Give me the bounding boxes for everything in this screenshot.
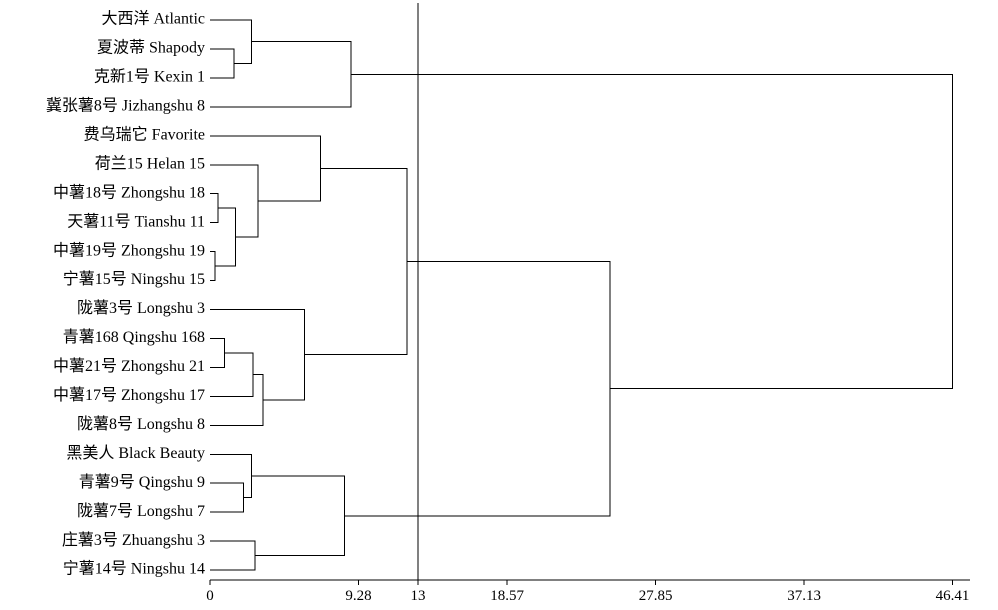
x-tick-label: 18.57: [490, 588, 524, 604]
leaf-label: 荷兰15 Helan 15: [95, 154, 205, 172]
merge-link: [251, 475, 345, 557]
leaf-label: 陇薯8号 Longshu 8: [77, 415, 205, 433]
x-axis: 0 9.28 13 18.57 27.85 37.13 46.41: [206, 579, 970, 604]
merge-link: [210, 19, 253, 64]
leaf-label: 黑美人 Black Beauty: [66, 444, 205, 462]
leaf-label: 中薯18号 Zhongshu 18: [53, 183, 205, 201]
merge-link: [210, 251, 216, 282]
merge-link: [210, 48, 235, 79]
merge-link: [210, 540, 256, 571]
leaf-label: 天薯11号 Tianshu 11: [67, 212, 205, 230]
leaf-label: 青薯168 Qingshu 168: [63, 328, 205, 346]
merge-link: [210, 337, 225, 368]
merge-link: [350, 73, 954, 390]
merge-link: [210, 135, 321, 202]
merge-link: [210, 41, 352, 108]
dendrogram-links: [210, 19, 954, 571]
leaf-label: 冀张薯8号 Jizhangshu 8: [46, 97, 205, 115]
x-tick-label: 37.13: [787, 588, 821, 604]
merge-link: [210, 352, 254, 397]
leaf-label: 夏波蒂 Shapody: [97, 39, 205, 57]
leaf-label: 费乌瑞它 Favorite: [84, 125, 205, 143]
merge-link: [210, 482, 245, 513]
x-tick-label: 0: [206, 588, 214, 604]
leaf-label: 大西洋 Atlantic: [101, 10, 205, 28]
leaf-label: 宁薯15号 Ningshu 15: [63, 270, 205, 288]
leaf-label: 陇薯3号 Longshu 3: [77, 299, 205, 317]
merge-link: [210, 374, 264, 426]
x-tick-label: 27.85: [639, 588, 673, 604]
merge-link: [210, 193, 219, 224]
leaf-label: 陇薯7号 Longshu 7: [77, 502, 205, 520]
merge-link: [304, 167, 408, 356]
x-tick-label: 46.41: [936, 588, 970, 604]
x-tick-label: 9.28: [345, 588, 371, 604]
leaf-label: 庄薯3号 Zhuangshu 3: [62, 531, 205, 549]
leaf-label: 宁薯14号 Ningshu 14: [63, 560, 205, 578]
merge-link: [210, 453, 253, 499]
leaf-label: 中薯19号 Zhongshu 19: [53, 241, 205, 259]
leaf-label: 中薯21号 Zhongshu 21: [53, 357, 205, 375]
leaf-label: 中薯17号 Zhongshu 17: [53, 386, 205, 404]
x-tick-label: 13: [411, 588, 426, 604]
leaf-label: 克新1号 Kexin 1: [94, 68, 205, 86]
merge-link: [210, 164, 259, 238]
leaf-labels: 大西洋 Atlantic 夏波蒂 Shapody 克新1号 Kexin 1 冀张薯8号…: [46, 10, 205, 578]
merge-link: [344, 261, 611, 517]
leaf-label: 青薯9号 Qingshu 9: [79, 473, 205, 491]
